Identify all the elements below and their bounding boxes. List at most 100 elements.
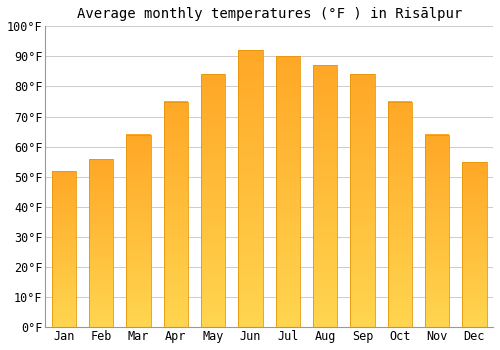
Bar <box>201 260 226 261</box>
Bar <box>462 307 486 308</box>
Bar <box>52 253 76 254</box>
Bar <box>425 295 449 296</box>
Bar <box>126 163 150 164</box>
Bar <box>313 179 338 181</box>
Bar <box>313 100 338 102</box>
Bar <box>238 155 262 157</box>
Bar <box>126 311 150 312</box>
Bar <box>89 317 114 318</box>
Bar <box>425 237 449 238</box>
Bar <box>126 186 150 187</box>
Bar <box>201 124 226 125</box>
Bar <box>89 174 114 175</box>
Bar <box>388 287 412 288</box>
Bar <box>350 102 374 104</box>
Bar <box>276 133 300 135</box>
Bar <box>276 147 300 148</box>
Bar <box>462 195 486 196</box>
Bar <box>388 248 412 250</box>
Bar <box>126 225 150 226</box>
Bar <box>201 189 226 191</box>
Bar <box>425 279 449 280</box>
Bar <box>425 248 449 249</box>
Bar <box>276 110 300 112</box>
Bar <box>276 322 300 323</box>
Bar <box>52 292 76 293</box>
Bar <box>89 293 114 294</box>
Bar <box>164 102 188 103</box>
Bar <box>52 265 76 266</box>
Bar <box>164 273 188 274</box>
Bar <box>89 287 114 288</box>
Bar <box>201 101 226 102</box>
Bar <box>350 311 374 312</box>
Bar <box>276 148 300 150</box>
Bar <box>425 167 449 168</box>
Bar <box>313 158 338 160</box>
Bar <box>164 303 188 305</box>
Bar <box>313 290 338 292</box>
Bar <box>313 80 338 81</box>
Bar <box>52 206 76 207</box>
Bar <box>201 102 226 104</box>
Bar <box>425 171 449 172</box>
Bar <box>164 119 188 121</box>
Bar <box>164 266 188 267</box>
Bar <box>238 276 262 278</box>
Bar <box>164 237 188 238</box>
Bar <box>313 186 338 187</box>
Bar <box>388 206 412 208</box>
Bar <box>462 294 486 295</box>
Bar <box>201 293 226 294</box>
Bar <box>313 128 338 130</box>
Bar <box>89 233 114 234</box>
Bar <box>462 324 486 325</box>
Bar <box>425 200 449 201</box>
Bar <box>52 217 76 218</box>
Bar <box>425 247 449 248</box>
Bar <box>89 264 114 265</box>
Bar <box>388 176 412 177</box>
Bar <box>350 254 374 255</box>
Bar <box>313 200 338 202</box>
Bar <box>388 275 412 276</box>
Bar <box>238 293 262 294</box>
Bar <box>388 116 412 117</box>
Bar <box>462 208 486 209</box>
Bar <box>388 224 412 226</box>
Bar <box>350 261 374 263</box>
Bar <box>276 217 300 219</box>
Bar <box>52 239 76 240</box>
Bar <box>164 117 188 118</box>
Bar <box>276 112 300 113</box>
Bar <box>126 158 150 159</box>
Bar <box>388 142 412 143</box>
Bar <box>164 322 188 323</box>
Bar <box>313 196 338 198</box>
Bar <box>313 181 338 182</box>
Bar <box>462 209 486 210</box>
Bar <box>126 241 150 243</box>
Bar <box>238 243 262 244</box>
Bar <box>89 178 114 179</box>
Bar <box>201 182 226 183</box>
Bar <box>276 240 300 242</box>
Bar <box>164 148 188 149</box>
Bar <box>89 159 114 160</box>
Bar <box>89 322 114 323</box>
Bar <box>201 231 226 232</box>
Bar <box>126 248 150 249</box>
Bar <box>52 268 76 270</box>
Bar <box>313 245 338 246</box>
Bar <box>52 309 76 310</box>
Bar <box>52 307 76 308</box>
Bar <box>313 241 338 242</box>
Bar <box>201 290 226 292</box>
Bar <box>462 289 486 290</box>
Bar <box>238 322 262 323</box>
Bar <box>201 156 226 158</box>
Bar <box>126 234 150 236</box>
Bar <box>52 173 76 174</box>
Bar <box>313 259 338 260</box>
Bar <box>388 237 412 238</box>
